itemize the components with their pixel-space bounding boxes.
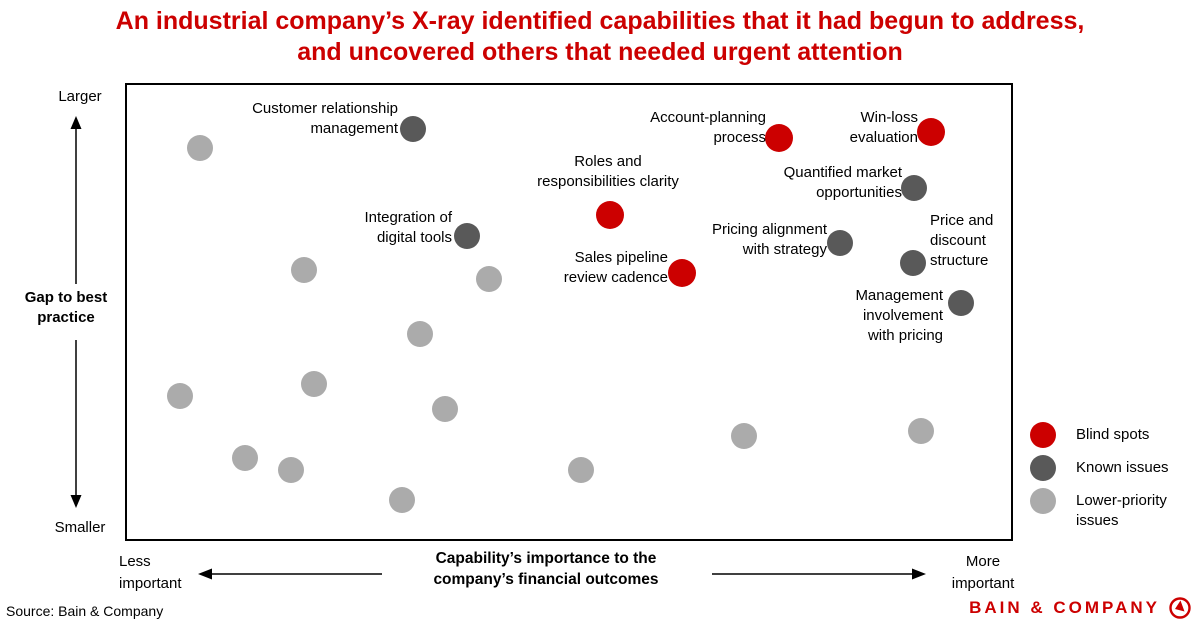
- x-axis-right-label-line2: important: [951, 575, 1015, 592]
- x-axis-title: Capability’s importance to the company’s…: [390, 548, 702, 590]
- chart-title-line1: An industrial company’s X-ray identified…: [115, 7, 1085, 35]
- legend-label-blind-spots: Blind spots: [1076, 426, 1150, 443]
- legend-item-known-issues: Known issues: [1028, 454, 1196, 481]
- data-point: [731, 422, 758, 449]
- data-point: [388, 487, 415, 514]
- x-axis-left-arrow-icon: [198, 568, 382, 580]
- data-point: [277, 456, 304, 483]
- data-point: [301, 371, 328, 398]
- data-point: [568, 456, 595, 483]
- data-point: [900, 175, 927, 202]
- data-point: [475, 266, 502, 293]
- y-axis-bottom-label: Smaller: [54, 519, 106, 536]
- data-point: [947, 289, 974, 316]
- data-point: [595, 200, 624, 229]
- known-issues-dot-icon: [1030, 455, 1056, 481]
- lower-priority-dot-icon: [1030, 488, 1056, 514]
- data-point: [187, 134, 214, 161]
- bain-logo-text: BAIN & COMPANY: [969, 598, 1160, 617]
- y-axis-up-arrow-icon: [70, 116, 82, 284]
- y-axis-title-line1: Gap to best: [24, 289, 108, 306]
- x-axis-right-label-line1: More: [965, 553, 1001, 570]
- x-axis-left-label-line2: important: [119, 575, 182, 592]
- plot-area: [125, 83, 1013, 541]
- data-point: [290, 257, 317, 284]
- x-axis-left-label: Less important: [119, 551, 209, 595]
- y-axis-top-label: Larger: [58, 88, 102, 105]
- data-point: [232, 444, 259, 471]
- data-point: [454, 222, 481, 249]
- bain-logo: BAIN & COMPANY: [969, 596, 1192, 620]
- y-axis-title-line2: practice: [37, 309, 95, 326]
- data-point: [765, 123, 794, 152]
- data-point: [916, 117, 945, 146]
- y-axis-title: Gap to best practice: [14, 288, 118, 328]
- legend: Blind spots Known issues Lower-priority …: [1028, 421, 1196, 538]
- legend-label-lower-priority: Lower-priority issues: [1076, 492, 1167, 529]
- source-note: Source: Bain & Company: [6, 603, 164, 619]
- x-axis-right-label: More important: [941, 551, 1025, 595]
- chart-title-line2: and uncovered others that needed urgent …: [297, 38, 903, 66]
- data-point: [432, 396, 459, 423]
- data-point: [668, 258, 697, 287]
- legend-label-known-issues: Known issues: [1076, 459, 1169, 476]
- blind-spots-dot-icon: [1030, 422, 1056, 448]
- legend-item-lower-priority: Lower-priority issues: [1028, 487, 1196, 531]
- data-point: [407, 320, 434, 347]
- data-point: [826, 230, 853, 257]
- x-axis-title-line2: company’s financial outcomes: [433, 571, 659, 588]
- chart-title: An industrial company’s X-ray identified…: [0, 6, 1200, 68]
- y-axis-down-arrow-icon: [70, 340, 82, 508]
- x-axis-right-arrow-icon: [712, 568, 926, 580]
- data-point: [167, 383, 194, 410]
- data-point: [907, 417, 934, 444]
- data-point: [899, 249, 926, 276]
- bain-compass-icon: [1169, 597, 1191, 619]
- x-axis-title-line1: Capability’s importance to the: [435, 550, 657, 567]
- x-axis-left-label-line1: Less: [119, 553, 151, 570]
- data-point: [400, 116, 427, 143]
- legend-item-blind-spots: Blind spots: [1028, 421, 1196, 448]
